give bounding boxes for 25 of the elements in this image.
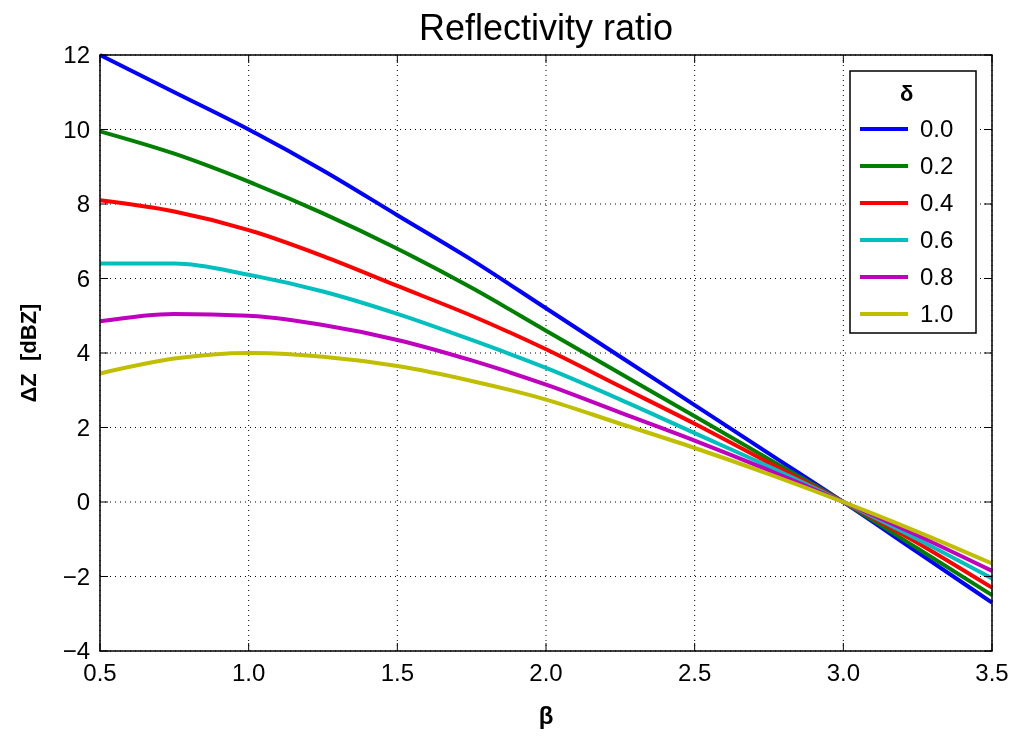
y-tick-label: 12: [63, 41, 90, 69]
legend-label: 0.0: [920, 115, 954, 143]
x-tick-label: 2.0: [529, 659, 563, 686]
x-axis-title: β: [538, 702, 554, 729]
y-tick-label: 6: [76, 264, 90, 292]
y-tick-label: 8: [76, 190, 90, 218]
legend-label: 0.8: [920, 263, 954, 291]
x-tick-label: 1.0: [231, 659, 266, 686]
y-tick-label: 4: [76, 339, 90, 367]
legend-title: δ: [900, 81, 914, 106]
legend-label: 1.0: [920, 300, 954, 328]
y-tick-label: 2: [76, 413, 90, 441]
x-tick-label: 2.5: [677, 659, 712, 686]
x-tick-label: 3.5: [975, 659, 1009, 686]
y-tick-label: 0: [76, 488, 90, 516]
legend-label: 0.6: [920, 226, 954, 254]
legend-label: 0.2: [920, 152, 954, 180]
y-tick-label: 10: [63, 115, 90, 143]
legend-label: 0.4: [920, 189, 954, 217]
x-tick-label: 3.0: [826, 659, 861, 686]
chart-title: Reflectivity ratio: [418, 7, 674, 48]
y-tick-label: −2: [62, 562, 90, 590]
x-tick-label: 1.5: [380, 659, 415, 686]
line-series: [98, 351, 994, 566]
y-axis-title: ΔZ [dBZ]: [16, 303, 41, 403]
